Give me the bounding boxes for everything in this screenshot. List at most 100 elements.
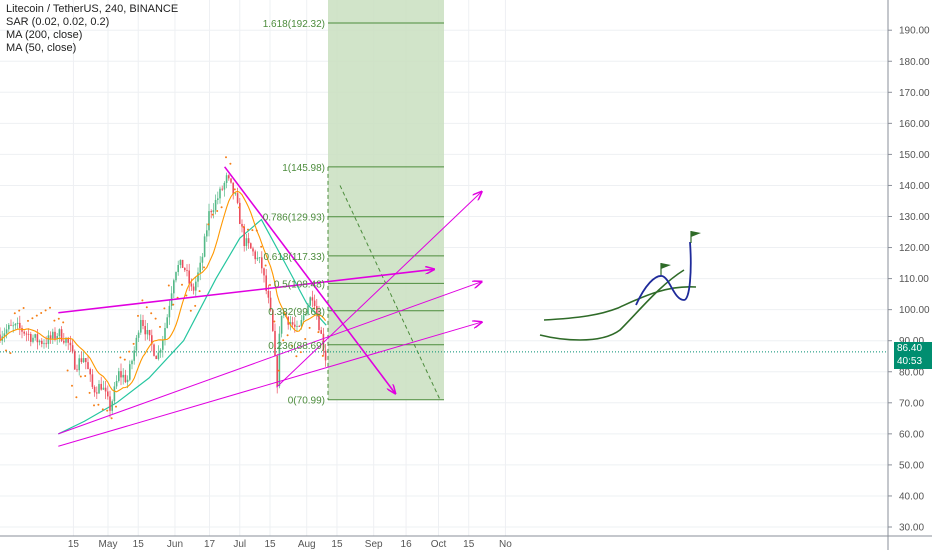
sar-dot [308,326,311,329]
y-tick-label: 130.00 [899,212,930,223]
sar-dot [269,284,271,287]
candle-body [82,358,85,363]
candle-body [324,350,327,361]
sar-dot [119,356,122,359]
sar-dot [286,334,289,337]
candle-body [140,319,142,333]
sar-dot [172,303,175,306]
sar-dot [185,294,188,297]
candle-body [98,383,100,394]
candle-body [166,317,168,329]
candle-body [137,332,140,338]
sar-dot [273,320,276,323]
y-tick-label: 120.00 [899,243,930,254]
candle-body [203,236,206,257]
sar-dot [203,266,205,269]
sar-dot [291,344,293,347]
candle-body [71,345,74,352]
candle-body [153,344,155,356]
sar-dot [75,396,78,399]
sar-dot [295,355,298,358]
candle-body [247,238,250,244]
chart-legend: Litecoin / TetherUS, 240, BINANCE SAR (0… [6,3,178,55]
x-tick-label: May [99,539,118,550]
legend-sar: SAR (0.02, 0.02, 0.2) [6,16,110,28]
sar-dot [211,213,214,216]
x-tick-label: Sep [365,539,383,550]
candle-body [168,305,171,318]
y-tick-label: 80.00 [899,367,924,378]
candle-body [144,325,146,335]
candle-body [267,290,270,298]
sar-dot [207,223,210,226]
sar-dot [93,404,95,407]
candle-body [173,280,175,294]
candle-body [311,297,314,301]
candle-body [120,371,122,378]
candle-body [300,319,303,327]
candle-body [56,336,58,339]
candle-body [318,313,320,331]
candle-body [111,401,113,411]
sar-dot [44,309,47,312]
candle-body [162,339,164,350]
candle-body [96,392,98,394]
sar-dot [229,162,232,165]
candle-body [223,182,226,190]
sar-dot [5,349,7,352]
sar-dot [18,309,21,312]
sar-dot [71,384,73,387]
sar-dot [79,375,82,378]
sar-dot [242,225,245,228]
candle-body [272,310,274,331]
sar-dot [110,417,113,420]
sar-dot [198,290,201,293]
candle-body [47,335,50,345]
target-flag-1 [661,263,671,269]
candle-body [43,343,45,345]
sar-dot [88,391,91,394]
sar-dot [145,306,148,309]
candle-body [291,322,294,325]
candle-body [245,238,248,247]
x-tick-label: 15 [264,539,276,550]
candle-body [184,267,186,271]
y-tick-label: 110.00 [899,274,929,285]
x-tick-label: 15 [133,539,145,550]
legend-ma50: MA (50, close) [6,42,77,54]
candle-body [23,331,25,334]
x-tick-label: 16 [401,539,413,550]
sar-dot [9,352,12,355]
candles [0,172,327,418]
candle-body [269,297,272,311]
sar-dot [233,188,236,191]
candle-body [27,333,30,335]
candle-body [0,334,1,341]
sar-dot [260,245,263,248]
x-tick-label: Aug [298,539,316,550]
candle-body [113,386,116,402]
candle-body [74,351,76,370]
candle-body [206,230,208,237]
candle-body [135,337,138,351]
candle-body [126,379,129,383]
sar-dot [225,156,227,159]
y-tick-label: 50.00 [899,460,924,471]
candle-body [76,369,78,371]
sar-dot [22,306,25,309]
candle-body [294,324,296,327]
sar-dot [313,307,315,310]
sar-dot [159,325,161,328]
candle-body [289,322,292,325]
x-tick-label: 17 [204,539,216,550]
y-tick-label: 90.00 [899,336,924,347]
candle-body [221,188,223,190]
ma200-line [58,218,327,435]
candle-body [309,297,311,306]
candle-body [45,343,47,345]
candle-body [89,369,91,375]
sar-dot [220,206,223,209]
trend-line [276,192,481,388]
bar-countdown-tag: 40:53 [894,355,932,369]
